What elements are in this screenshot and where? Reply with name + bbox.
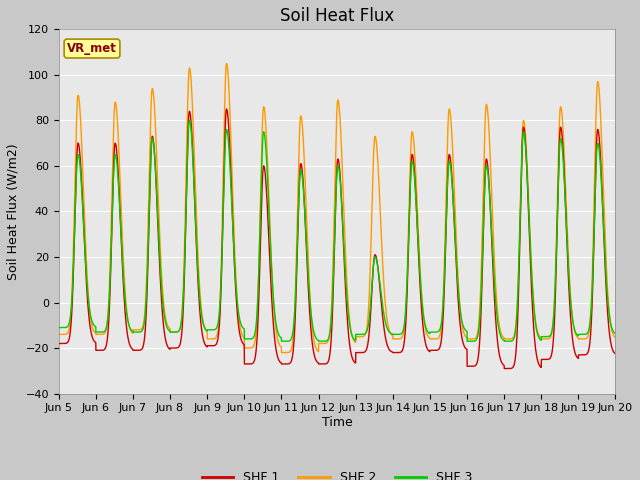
- X-axis label: Time: Time: [322, 416, 353, 429]
- SHF 3: [244, 336, 252, 342]
- SHF 2: [244, 345, 252, 351]
- SHF 3: [477, 280, 485, 286]
- SHF 1: [612, 351, 620, 357]
- SHF 2: [477, 258, 485, 264]
- SHF 3: [582, 331, 589, 337]
- Line: SHF 2: SHF 2: [59, 63, 616, 353]
- SHF 2: [319, 341, 326, 347]
- SHF 1: [319, 361, 326, 367]
- SHF 3: [186, 118, 193, 123]
- SHF 1: [582, 352, 589, 358]
- SHF 1: [55, 341, 63, 347]
- SHF 1: [588, 298, 596, 304]
- SHF 2: [55, 332, 63, 337]
- SHF 2: [612, 335, 620, 341]
- SHF 3: [319, 338, 326, 344]
- SHF 3: [612, 331, 620, 336]
- Line: SHF 3: SHF 3: [59, 120, 616, 341]
- Title: Soil Heat Flux: Soil Heat Flux: [280, 7, 394, 25]
- SHF 3: [462, 328, 470, 334]
- Text: VR_met: VR_met: [67, 42, 117, 55]
- SHF 3: [278, 338, 285, 344]
- SHF 3: [588, 286, 596, 291]
- Y-axis label: Soil Heat Flux (W/m2): Soil Heat Flux (W/m2): [7, 143, 20, 280]
- SHF 1: [462, 346, 470, 351]
- SHF 1: [244, 361, 252, 367]
- SHF 2: [582, 336, 589, 342]
- SHF 3: [55, 324, 63, 330]
- SHF 1: [477, 297, 485, 302]
- Legend: SHF 1, SHF 2, SHF 3: SHF 1, SHF 2, SHF 3: [197, 467, 477, 480]
- SHF 2: [223, 60, 230, 66]
- SHF 2: [278, 350, 285, 356]
- SHF 2: [588, 275, 596, 280]
- SHF 2: [462, 334, 470, 340]
- SHF 1: [223, 106, 230, 112]
- Line: SHF 1: SHF 1: [59, 109, 616, 369]
- SHF 1: [500, 366, 508, 372]
